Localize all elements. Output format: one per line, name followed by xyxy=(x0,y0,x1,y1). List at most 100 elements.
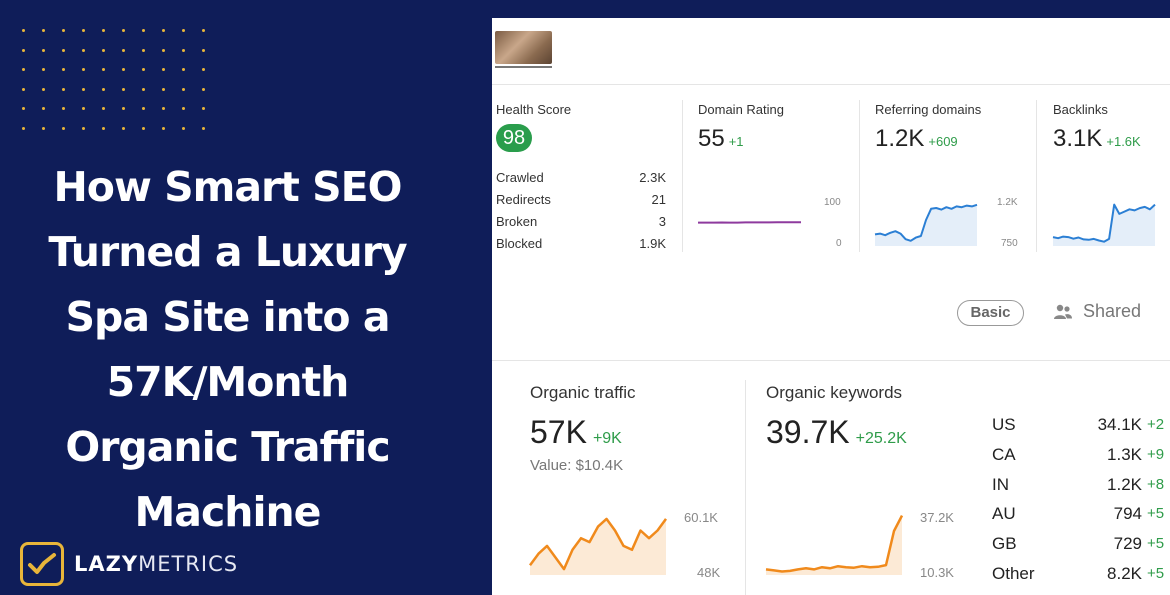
decorative-dot xyxy=(182,29,185,32)
decorative-dot xyxy=(42,29,45,32)
divider xyxy=(859,100,860,252)
logo-bold-text: LAZY xyxy=(74,552,139,576)
stat-label: Blocked xyxy=(496,236,543,251)
country-row[interactable]: Other 8.2K +5 xyxy=(992,564,1170,594)
sparkline-area xyxy=(1053,204,1155,246)
decorative-dot xyxy=(182,87,185,91)
country-value: 1.3K xyxy=(1107,445,1142,464)
headline: How Smart SEO Turned a Luxury Spa Site i… xyxy=(0,155,455,545)
country-code: AU xyxy=(992,504,1016,523)
decorative-dot xyxy=(82,48,85,52)
stat-label: Redirects xyxy=(496,192,551,207)
country-row[interactable]: GB 729 +5 xyxy=(992,534,1170,564)
decorative-dot xyxy=(42,87,45,91)
country-code: Other xyxy=(992,564,1035,583)
decorative-dot xyxy=(122,48,125,52)
decorative-dot xyxy=(22,48,25,52)
decorative-dot xyxy=(162,107,165,110)
headline-line: Spa Site into a xyxy=(65,293,390,341)
country-value: 8.2K xyxy=(1107,564,1142,583)
sparkline-line xyxy=(765,515,904,573)
site-thumbnail[interactable] xyxy=(495,31,552,68)
country-row[interactable]: AU 794 +5 xyxy=(992,504,1170,534)
sparkline-area xyxy=(875,204,977,246)
metric-delta: +1.6K xyxy=(1106,134,1141,149)
headline-line: Organic Traffic xyxy=(65,423,390,471)
decorative-dot xyxy=(162,48,165,52)
sparkline-area xyxy=(530,518,666,575)
decorative-dot xyxy=(102,107,105,110)
metric-value: 57K xyxy=(530,414,587,450)
shared-button[interactable]: Shared xyxy=(1053,301,1141,322)
country-row[interactable]: US 34.1K +2 xyxy=(992,415,1170,445)
divider xyxy=(682,100,683,252)
decorative-dot xyxy=(82,107,85,110)
decorative-dot xyxy=(82,29,85,32)
stat-label: Crawled xyxy=(496,170,544,185)
stat-value: 3 xyxy=(658,214,666,229)
decorative-dot xyxy=(22,126,25,130)
decorative-dot xyxy=(22,68,25,71)
decorative-dot xyxy=(142,29,145,32)
metric-value: 55 xyxy=(698,125,725,152)
domain-rating-label: Domain Rating xyxy=(698,102,784,117)
axis-label-top: 1.2K xyxy=(997,197,1018,208)
country-delta: +5 xyxy=(1147,535,1165,552)
decorative-dot xyxy=(62,107,65,110)
decorative-dot xyxy=(202,68,205,71)
organic-keywords-value: 39.7K +25.2K xyxy=(766,414,907,451)
organic-traffic-label: Organic traffic xyxy=(530,383,636,402)
country-delta: +8 xyxy=(1147,476,1165,493)
stat-row-broken[interactable]: Broken 3 xyxy=(496,214,666,229)
sparkline-line xyxy=(1052,203,1156,243)
decorative-dot xyxy=(82,68,85,71)
decorative-dot xyxy=(162,29,165,32)
headline-line: Machine xyxy=(134,488,321,536)
axis-label-top: 100 xyxy=(824,197,841,208)
axis-label-top: 37.2K xyxy=(920,510,954,525)
decorative-dot xyxy=(162,68,165,71)
divider xyxy=(492,84,1170,85)
metric-delta: +1 xyxy=(728,134,744,149)
decorative-dot xyxy=(142,126,145,130)
metric-delta: +9K xyxy=(592,430,622,447)
decorative-dot xyxy=(182,68,185,71)
decorative-dot xyxy=(102,68,105,71)
shared-label: Shared xyxy=(1083,301,1142,321)
decorative-dot xyxy=(62,48,65,52)
decorative-dot xyxy=(142,87,145,91)
decorative-dot xyxy=(82,126,85,130)
decorative-dot xyxy=(22,87,25,91)
decorative-dot xyxy=(102,126,105,130)
decorative-dot xyxy=(122,126,125,130)
users-icon xyxy=(1054,304,1072,319)
logo-wordmark: LAZYMETRICS xyxy=(74,552,238,576)
headline-line: How Smart SEO xyxy=(53,163,402,211)
decorative-dot xyxy=(202,29,205,32)
axis-label-bottom: 750 xyxy=(1001,238,1018,249)
stat-row-crawled[interactable]: Crawled 2.3K xyxy=(496,170,666,185)
country-delta: +9 xyxy=(1147,446,1165,463)
decorative-dot xyxy=(62,87,65,91)
country-code: IN xyxy=(992,475,1009,494)
organic-traffic-value: 57K +9K xyxy=(530,414,622,451)
referring-domains-sparkline xyxy=(874,203,978,246)
country-value: 34.1K xyxy=(1097,415,1142,434)
decorative-dot xyxy=(182,48,185,52)
domain-rating-value: 55 +1 xyxy=(698,125,744,153)
dashboard-panel: Health Score 98 Crawled 2.3K Redirects 21 … xyxy=(492,18,1170,595)
divider xyxy=(745,380,746,595)
basic-toggle-button[interactable]: Basic xyxy=(957,300,1024,326)
logo: LAZYMETRICS xyxy=(20,542,238,586)
logo-regular-text: METRICS xyxy=(138,552,239,576)
country-row[interactable]: CA 1.3K +9 xyxy=(992,445,1170,475)
decorative-dot xyxy=(82,87,85,91)
country-row[interactable]: IN 1.2K +8 xyxy=(992,475,1170,505)
stat-row-blocked[interactable]: Blocked 1.9K xyxy=(496,236,666,251)
stat-row-redirects[interactable]: Redirects 21 xyxy=(496,192,666,207)
decorative-dot xyxy=(22,107,25,110)
sparkline-line xyxy=(874,203,978,242)
metric-value: 1.2K xyxy=(875,125,925,152)
decorative-dot xyxy=(142,68,145,71)
headline-line: 57K/Month xyxy=(106,358,350,406)
